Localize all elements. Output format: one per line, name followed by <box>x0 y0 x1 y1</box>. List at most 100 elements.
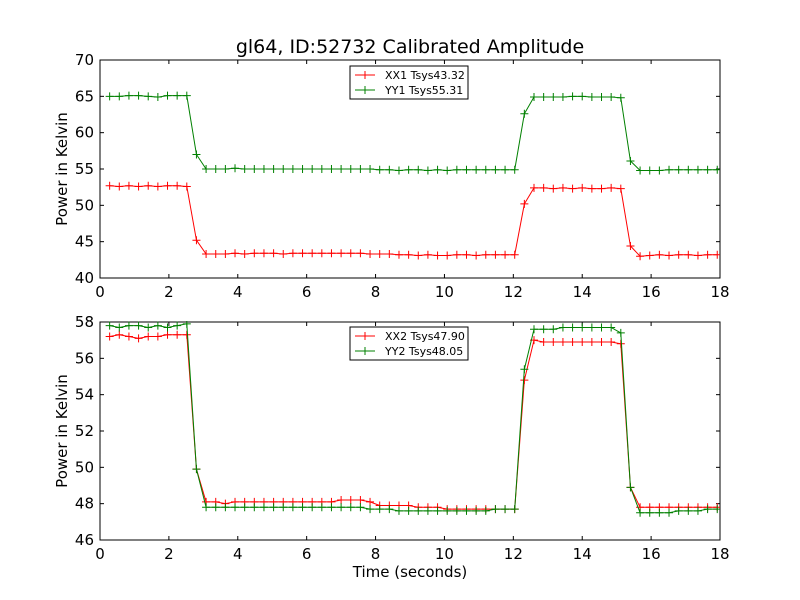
data-point-marker <box>597 337 606 346</box>
data-point-marker <box>317 165 326 173</box>
data-point-marker <box>346 496 355 505</box>
legend: XX1 Tsys43.32 YY1 Tsys55.31 <box>349 65 469 100</box>
data-point-marker <box>636 508 645 517</box>
data-point-marker <box>153 332 162 341</box>
data-point-marker <box>105 332 114 341</box>
data-point-marker <box>539 183 548 192</box>
data-point-marker <box>481 250 490 259</box>
data-point-marker <box>568 184 577 193</box>
x-tick-label: 12 <box>504 545 523 563</box>
data-point-marker <box>317 503 326 512</box>
x-tick-label: 18 <box>710 283 729 301</box>
data-point-marker <box>269 165 278 173</box>
data-point-marker <box>626 157 635 166</box>
legend-label: XX2 Tsys47.90 <box>385 330 465 343</box>
data-point-marker <box>491 505 500 514</box>
legend-box <box>349 326 469 361</box>
series-line <box>109 323 718 514</box>
data-point-marker <box>549 93 558 102</box>
data-point-marker <box>443 251 452 260</box>
data-point-marker <box>394 506 403 515</box>
data-point-marker <box>645 251 654 260</box>
data-point-marker <box>375 505 384 514</box>
data-point-marker <box>298 503 307 512</box>
legend-marker <box>361 71 369 79</box>
data-point-marker <box>366 165 375 173</box>
data-point-marker <box>298 165 307 173</box>
data-point-marker <box>105 321 114 330</box>
series-xx1 <box>105 181 720 261</box>
series-line <box>109 95 718 171</box>
data-point-marker <box>501 505 510 514</box>
data-point-marker <box>472 251 481 260</box>
data-point-marker <box>501 165 510 174</box>
x-tick-label: 6 <box>302 545 312 563</box>
data-point-marker <box>452 165 461 174</box>
data-point-marker <box>192 465 201 474</box>
x-tick-label: 14 <box>573 283 592 301</box>
data-point-marker <box>597 184 606 193</box>
data-point-marker <box>124 332 133 341</box>
data-point-marker <box>346 249 355 258</box>
data-point-marker <box>105 92 114 101</box>
data-point-marker <box>472 506 481 515</box>
data-point-marker <box>568 323 577 332</box>
y-tick-label: 46 <box>75 531 94 549</box>
data-point-marker <box>308 249 317 258</box>
data-point-marker <box>510 165 519 174</box>
data-point-marker <box>616 184 625 193</box>
data-point-marker <box>607 93 616 102</box>
data-point-marker <box>530 93 538 102</box>
data-point-marker <box>173 91 182 100</box>
data-point-marker <box>144 332 153 341</box>
data-point-marker <box>173 330 182 339</box>
data-point-marker <box>105 181 114 190</box>
data-point-marker <box>549 337 558 346</box>
data-point-marker <box>713 165 720 174</box>
x-tick-label: 4 <box>233 283 243 301</box>
data-point-marker <box>578 323 587 332</box>
data-point-marker <box>308 503 317 512</box>
data-point-marker <box>549 184 558 193</box>
y-tick-label: 56 <box>75 349 94 367</box>
data-point-marker <box>124 91 133 100</box>
y-tick-label: 45 <box>75 233 94 251</box>
data-point-marker <box>587 323 596 332</box>
data-point-marker <box>279 165 288 173</box>
data-point-marker <box>269 503 278 512</box>
data-point-marker <box>568 92 577 101</box>
data-point-marker <box>221 503 230 512</box>
data-point-marker <box>703 505 712 514</box>
data-point-marker <box>346 165 355 173</box>
x-tick-label: 16 <box>642 545 661 563</box>
data-point-marker <box>597 93 606 102</box>
y-axis-label: Power in Kelvin <box>53 112 71 226</box>
data-point-marker <box>298 249 307 258</box>
data-point-marker <box>337 496 346 505</box>
data-point-marker <box>163 181 172 190</box>
data-point-marker <box>501 250 510 259</box>
data-point-marker <box>269 249 278 258</box>
data-point-marker <box>616 93 625 102</box>
data-point-marker <box>587 184 596 193</box>
data-point-marker <box>684 165 693 174</box>
y-axis-label: Power in Kelvin <box>53 374 71 488</box>
data-point-marker <box>115 323 124 332</box>
data-point-marker <box>607 323 616 332</box>
data-point-marker <box>221 250 230 259</box>
legend-box <box>349 65 469 100</box>
data-point-marker <box>385 250 394 259</box>
data-point-marker <box>520 376 529 385</box>
data-point-marker <box>414 165 423 174</box>
data-point-marker <box>510 250 519 259</box>
data-point-marker <box>375 165 384 174</box>
y-tick-label: 55 <box>75 160 94 178</box>
data-point-marker <box>211 250 220 259</box>
data-point-marker <box>173 181 182 190</box>
data-point-marker <box>423 250 432 259</box>
data-point-marker <box>539 325 548 334</box>
data-point-marker <box>626 483 635 492</box>
data-point-marker <box>317 249 326 258</box>
data-point-marker <box>558 323 567 332</box>
